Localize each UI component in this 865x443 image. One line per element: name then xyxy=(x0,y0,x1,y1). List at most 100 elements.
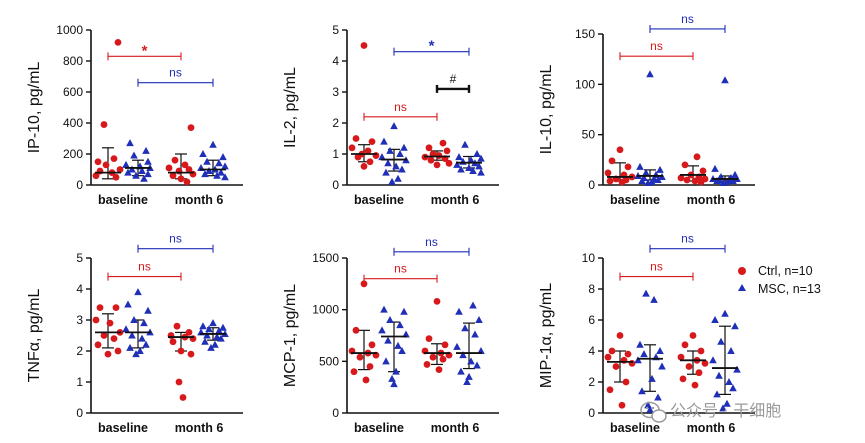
data-point-msc xyxy=(465,163,473,171)
data-point-msc xyxy=(392,162,400,170)
data-point-msc xyxy=(725,378,733,385)
panel-tnfa: 0 1 2 3 4 5 TNFα, pg/mL baseline month 6 ns ns xyxy=(26,232,243,435)
significance-label: ns xyxy=(169,232,182,246)
data-point-msc xyxy=(394,174,402,182)
data-point-ctrl xyxy=(427,156,435,164)
data-point-msc xyxy=(392,367,400,375)
data-point-msc xyxy=(646,70,654,78)
y-tick-label: 2 xyxy=(332,116,339,130)
data-point-ctrl xyxy=(616,332,624,339)
data-point-ctrl xyxy=(679,375,687,383)
significance-label: * xyxy=(429,38,435,55)
data-point-ctrl xyxy=(435,366,443,373)
data-point-msc xyxy=(656,347,664,354)
watermark: 公众号 · 干细胞 xyxy=(640,401,781,423)
data-point-msc xyxy=(126,139,134,147)
y-tick-label: 1000 xyxy=(312,303,339,317)
data-point-msc xyxy=(390,122,398,130)
data-point-msc xyxy=(467,156,475,164)
significance-label: ns xyxy=(138,260,151,274)
significance-label: ns xyxy=(394,100,407,114)
data-point-ctrl xyxy=(691,177,699,185)
data-point-ctrl xyxy=(608,347,616,355)
panel-ip10: 0 200 400 600 800 1000 IP-10, pg/mL baseline mon… xyxy=(26,23,243,207)
data-point-ctrl xyxy=(443,147,451,155)
panel-il2: 0 1 2 3 4 5 IL-2, pg/mL baseline month 6 * ns # xyxy=(282,23,499,207)
data-point-ctrl xyxy=(114,39,122,46)
data-point-msc xyxy=(201,170,209,178)
data-point-msc xyxy=(729,384,737,392)
y-tick-label: 1000 xyxy=(56,23,83,37)
data-point-ctrl xyxy=(697,178,705,186)
y-tick-label: 3 xyxy=(332,85,339,99)
data-point-msc xyxy=(719,404,727,412)
category-label: baseline xyxy=(354,421,404,435)
y-axis-title: IP-10, pg/mL xyxy=(26,62,43,154)
y-tick-label: 6 xyxy=(588,313,595,327)
data-point-msc xyxy=(144,306,152,314)
data-point-ctrl xyxy=(439,139,447,147)
y-tick-label: 0 xyxy=(332,406,339,420)
data-point-msc xyxy=(386,146,394,154)
data-point-ctrl xyxy=(116,166,124,173)
data-point-msc xyxy=(142,340,150,348)
data-point-ctrl xyxy=(175,378,183,386)
data-point-msc xyxy=(398,347,406,354)
data-point-msc xyxy=(459,351,467,359)
data-point-msc xyxy=(221,173,229,181)
data-point-msc xyxy=(217,168,225,176)
data-point-msc xyxy=(217,334,225,342)
data-point-msc xyxy=(636,340,644,348)
y-tick-label: 1 xyxy=(76,375,83,389)
data-point-ctrl xyxy=(94,341,102,349)
data-point-msc xyxy=(713,176,721,184)
y-tick-label: 0 xyxy=(332,178,339,192)
data-point-ctrl xyxy=(181,161,189,169)
category-label: baseline xyxy=(98,421,148,435)
data-point-msc xyxy=(463,378,471,385)
data-point-ctrl xyxy=(618,178,626,186)
data-point-msc xyxy=(201,337,209,345)
y-tick-label: 4 xyxy=(76,282,83,296)
data-point-ctrl xyxy=(425,144,433,152)
data-point-msc xyxy=(457,367,465,375)
data-point-msc xyxy=(209,140,217,148)
panel-il10: 0 50 100 150 IL-10, pg/mL baseline month 6 ns ns xyxy=(538,12,755,207)
data-point-ctrl xyxy=(606,177,614,185)
category-label: baseline xyxy=(610,193,660,207)
y-tick-label: 3 xyxy=(76,313,83,327)
data-point-ctrl xyxy=(618,401,626,409)
data-point-msc xyxy=(382,168,390,176)
data-point-ctrl xyxy=(677,353,685,361)
data-point-ctrl xyxy=(677,174,685,182)
data-point-msc xyxy=(215,326,223,334)
data-point-ctrl xyxy=(606,386,614,394)
legend-ctrl-marker xyxy=(738,267,746,275)
data-point-msc xyxy=(709,356,717,364)
data-point-ctrl xyxy=(681,341,689,349)
data-point-msc xyxy=(644,178,652,186)
y-tick-label: 10 xyxy=(582,251,596,265)
data-point-ctrl xyxy=(106,319,114,327)
data-point-msc xyxy=(215,159,223,167)
data-point-msc xyxy=(473,150,481,157)
data-point-ctrl xyxy=(92,172,100,180)
data-point-msc xyxy=(209,319,217,327)
y-tick-label: 1500 xyxy=(312,251,339,265)
data-point-msc xyxy=(122,325,130,333)
data-point-ctrl xyxy=(604,169,612,177)
data-point-msc xyxy=(471,330,479,338)
data-point-msc xyxy=(122,160,130,168)
data-point-ctrl xyxy=(185,166,193,173)
y-tick-label: 400 xyxy=(63,116,83,130)
data-point-msc xyxy=(733,365,741,373)
data-point-msc xyxy=(394,341,402,349)
data-point-ctrl xyxy=(360,280,368,288)
data-point-ctrl xyxy=(366,363,374,370)
y-tick-label: 0 xyxy=(588,406,595,420)
data-point-msc xyxy=(453,160,461,168)
data-point-msc xyxy=(213,333,221,341)
y-tick-label: 5 xyxy=(332,23,339,37)
